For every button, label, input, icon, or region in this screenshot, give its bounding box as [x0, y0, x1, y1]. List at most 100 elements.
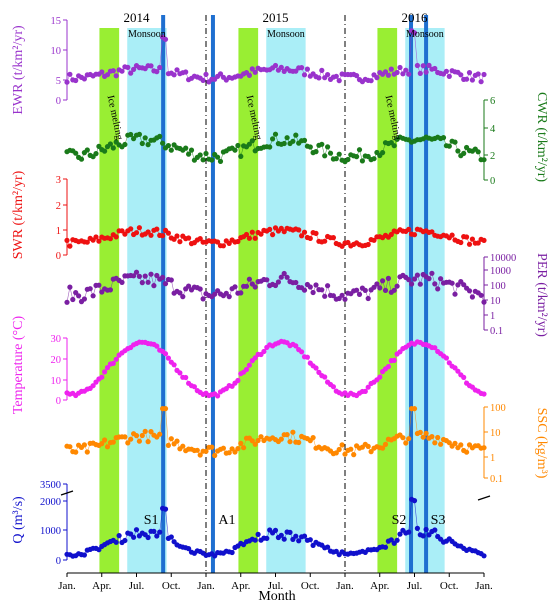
data-point-q	[113, 539, 119, 545]
data-point-cwr	[322, 153, 328, 159]
data-point-swr	[215, 239, 221, 245]
data-point-ssc	[339, 442, 345, 448]
data-point-q	[325, 544, 331, 550]
data-point-cwr	[165, 143, 171, 149]
data-point-swr	[296, 227, 302, 233]
data-point-cwr	[327, 150, 334, 156]
data-point-per	[119, 279, 125, 285]
data-point-ewr	[299, 65, 305, 71]
data-point-ssc	[241, 445, 247, 451]
data-point-ssc	[333, 450, 339, 456]
x-axis-label: Month	[258, 589, 295, 604]
data-point-temperature	[461, 374, 467, 380]
data-point-per	[414, 272, 420, 278]
data-point-cwr	[168, 147, 174, 153]
data-point-ewr	[81, 76, 87, 82]
data-point-temperature	[215, 393, 221, 399]
data-point-swr	[270, 232, 276, 238]
data-point-q	[255, 531, 261, 538]
data-point-swr	[235, 238, 241, 245]
data-point-q	[272, 527, 279, 534]
data-point-cwr	[249, 138, 255, 144]
data-point-swr	[93, 234, 99, 240]
axis-label-ssc: SSC (kg/m³)	[534, 408, 549, 479]
event-label-a1: A1	[218, 513, 235, 528]
year-label: 2016	[402, 10, 429, 25]
data-point-per	[380, 278, 386, 284]
x-tick-label: Oct.	[440, 580, 459, 592]
data-point-ewr	[411, 30, 418, 36]
data-point-swr	[84, 239, 90, 245]
data-point-swr	[466, 241, 473, 247]
x-tick-label: Jan.	[475, 580, 493, 592]
axis-label-q: Q (m³/s)	[11, 496, 26, 544]
data-point-temperature	[90, 383, 96, 389]
data-point-ssc	[258, 434, 264, 440]
tick-label-cwr: 4	[490, 124, 496, 135]
data-point-ssc	[284, 432, 290, 438]
series-ssc	[64, 406, 487, 459]
data-point-ewr	[104, 72, 111, 78]
data-point-ewr	[171, 72, 177, 78]
data-point-ssc	[226, 450, 232, 456]
data-point-ewr	[183, 69, 189, 75]
data-point-swr	[406, 226, 412, 232]
data-point-cwr	[359, 158, 365, 164]
data-point-per	[339, 292, 345, 298]
data-point-cwr	[267, 144, 273, 150]
data-point-per	[90, 293, 96, 299]
event-line-s2	[409, 15, 414, 573]
data-point-q	[168, 534, 174, 540]
x-tick-label: Oct.	[301, 580, 320, 592]
tick-label-cwr: 0	[490, 176, 495, 187]
data-point-ewr	[354, 73, 360, 79]
data-point-ssc	[194, 447, 200, 453]
data-point-q	[411, 498, 418, 504]
data-point-cwr	[238, 153, 244, 159]
data-point-q	[287, 529, 293, 536]
data-point-ewr	[278, 64, 284, 70]
data-point-per	[76, 293, 82, 299]
data-point-ssc	[368, 449, 374, 455]
data-point-ssc	[209, 444, 215, 450]
data-point-cwr	[307, 144, 313, 150]
data-point-ssc	[136, 438, 142, 444]
data-point-temperature	[455, 368, 461, 374]
data-point-swr	[220, 243, 226, 249]
data-point-swr	[458, 239, 464, 246]
data-point-temperature	[443, 355, 449, 361]
data-point-ewr	[432, 65, 438, 72]
data-point-q	[307, 537, 313, 543]
data-point-q	[157, 529, 163, 535]
data-point-q	[293, 533, 299, 539]
tick-label-ewr: 10	[51, 46, 62, 57]
data-point-swr	[281, 229, 287, 235]
data-point-ewr	[403, 67, 409, 73]
data-point-ewr	[246, 72, 252, 78]
data-point-ssc	[382, 441, 389, 447]
data-point-per	[385, 275, 391, 281]
data-point-ssc	[180, 443, 186, 449]
data-point-per	[264, 277, 270, 283]
data-point-ewr	[481, 71, 487, 78]
data-point-cwr	[215, 154, 221, 160]
data-point-temperature	[362, 388, 368, 394]
data-point-temperature	[313, 365, 319, 371]
data-point-ssc	[142, 428, 148, 434]
data-point-cwr	[131, 136, 137, 142]
data-point-temperature	[252, 355, 258, 361]
data-point-cwr	[93, 151, 99, 157]
data-point-swr	[481, 237, 487, 243]
data-point-swr	[388, 231, 394, 238]
data-point-per	[275, 279, 281, 285]
data-point-ssc	[296, 439, 302, 446]
tick-label-per: 1000	[490, 266, 511, 277]
data-point-q	[432, 527, 438, 533]
data-point-ssc	[348, 446, 354, 452]
data-point-temperature	[171, 362, 177, 368]
axis-break-mark	[60, 490, 74, 496]
data-point-ssc	[380, 445, 386, 451]
data-point-per	[160, 274, 166, 280]
data-point-ewr	[119, 68, 125, 74]
